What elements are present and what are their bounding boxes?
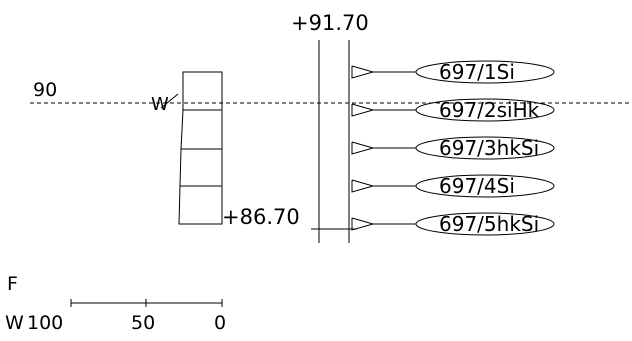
scale-tick-100: 100 [27, 312, 63, 334]
sensor-item: 697/5hkSi [351, 212, 555, 236]
sensor-label: 697/4Si [439, 174, 515, 198]
sensor-item: 697/2siHk [351, 98, 555, 122]
boring-pipe [311, 40, 357, 243]
scale-row-w-label: W [5, 312, 24, 334]
sensor-ellipse [415, 98, 555, 122]
sensor-label: 697/1Si [439, 60, 515, 84]
sensor-item: 697/1Si [351, 60, 555, 84]
sensor-suffix: siHk [497, 98, 540, 122]
sensor-list: 697/1Si697/2siHk697/3hkSi697/4Si697/5hkS… [351, 60, 555, 236]
sensor-triangle-icon [351, 141, 375, 155]
scale-tick-50: 50 [131, 312, 155, 334]
sensor-ellipse [415, 60, 555, 84]
sensor-triangle-icon [351, 179, 375, 193]
sensor-ellipse [415, 212, 555, 236]
sensor-item: 697/4Si [351, 174, 555, 198]
sensor-label: 697/5hkSi [439, 212, 539, 236]
water-level-symbol: W [151, 94, 169, 115]
sensor-id: 697/1 [439, 60, 497, 84]
scale-tick-0: 0 [214, 312, 226, 334]
sensor-suffix: hkSi [497, 212, 540, 236]
bottom-elevation: +86.70 [222, 205, 300, 229]
sensor-label: 697/2siHk [439, 98, 540, 122]
water-level-value: 90 [33, 79, 57, 101]
sensor-suffix: Si [497, 174, 515, 198]
sensor-triangle-icon [351, 103, 375, 117]
sensor-id: 697/5 [439, 212, 497, 236]
sensor-label: 697/3hkSi [439, 136, 539, 160]
sensor-triangle-icon [351, 217, 375, 231]
water-level-marker [160, 93, 179, 109]
scale-bar [70, 299, 223, 307]
sensor-id: 697/3 [439, 136, 497, 160]
scale-row-f-label: F [7, 273, 18, 295]
sensor-triangle-icon [351, 65, 375, 79]
sensor-ellipse [415, 174, 555, 198]
sensor-ellipse [415, 136, 555, 160]
sensor-id: 697/2 [439, 98, 497, 122]
sensor-id: 697/4 [439, 174, 497, 198]
sensor-suffix: hkSi [497, 136, 540, 160]
sensor-suffix: Si [497, 60, 515, 84]
top-elevation: +91.70 [291, 11, 369, 35]
profile-column [178, 71, 223, 225]
sensor-item: 697/3hkSi [351, 136, 555, 160]
